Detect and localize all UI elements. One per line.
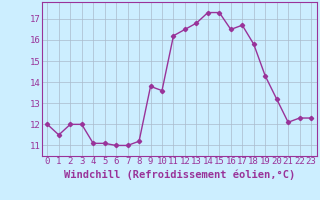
- X-axis label: Windchill (Refroidissement éolien,°C): Windchill (Refroidissement éolien,°C): [64, 169, 295, 180]
